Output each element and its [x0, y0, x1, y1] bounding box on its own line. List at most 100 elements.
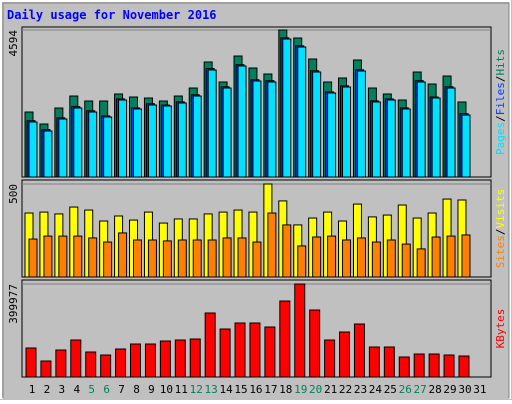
bar	[73, 107, 83, 178]
bar	[222, 87, 232, 178]
bar	[446, 235, 456, 278]
x-tick-label: 24	[369, 383, 383, 396]
bar	[461, 234, 471, 278]
bar	[339, 331, 351, 378]
bar	[267, 81, 277, 178]
x-tick-label: 2	[44, 383, 51, 396]
x-tick-label: 17	[264, 383, 277, 396]
bar	[144, 343, 156, 378]
bar	[342, 239, 352, 278]
legend: Pages/Files/Hits	[494, 49, 507, 155]
bar	[446, 87, 456, 178]
bar	[222, 237, 232, 278]
bar	[130, 343, 142, 378]
bar	[189, 338, 201, 378]
bar	[327, 92, 337, 178]
legend-entry: Sites	[494, 235, 507, 268]
bar	[342, 86, 352, 178]
x-tick-label: 28	[428, 383, 441, 396]
legend: Sites/Visits	[494, 189, 507, 269]
x-tick-label: 13	[205, 383, 218, 396]
bar	[282, 38, 292, 178]
bar	[383, 346, 395, 378]
bar	[237, 237, 247, 278]
bar	[159, 340, 171, 378]
bar	[162, 240, 172, 278]
x-tick-label: 22	[339, 383, 352, 396]
legend-entry: Visits	[494, 189, 507, 229]
legend-separator: /	[494, 229, 507, 236]
bar	[458, 355, 470, 378]
bar	[416, 81, 426, 178]
bar	[249, 322, 261, 378]
x-tick-label: 1	[29, 383, 36, 396]
bar	[461, 114, 471, 178]
bar	[219, 328, 231, 378]
bar	[252, 241, 262, 278]
legend-separator: /	[494, 76, 507, 83]
x-tick-label: 3	[59, 383, 66, 396]
bar	[115, 348, 127, 378]
bar	[428, 353, 440, 378]
bar	[85, 351, 97, 378]
y-tick-label: 500	[7, 184, 20, 204]
legend-separator: /	[494, 115, 507, 122]
bar	[324, 339, 336, 378]
bar	[70, 339, 82, 378]
x-tick-label: 12	[190, 383, 203, 396]
bar	[416, 248, 426, 278]
bar	[43, 130, 53, 178]
x-tick-label: 11	[175, 383, 188, 396]
bar	[282, 224, 292, 278]
legend: KBytes	[494, 309, 507, 349]
bar	[413, 353, 425, 378]
bar	[398, 356, 410, 378]
x-tick-label: 30	[458, 383, 471, 396]
x-tick-label: 21	[324, 383, 337, 396]
bar	[174, 339, 186, 378]
bar	[252, 80, 262, 178]
bar	[297, 245, 307, 278]
x-tick-label: 29	[443, 383, 456, 396]
bar	[118, 99, 128, 178]
bar	[103, 116, 113, 178]
bar	[100, 354, 112, 378]
bar	[368, 346, 380, 378]
y-tick-label: 4594	[7, 30, 20, 57]
x-tick-label: 27	[414, 383, 427, 396]
bar	[133, 239, 143, 278]
x-tick-label: 7	[118, 383, 125, 396]
bar	[312, 236, 322, 278]
bar	[371, 101, 381, 178]
bar	[294, 283, 306, 378]
x-tick-label: 18	[279, 383, 292, 396]
bar	[401, 108, 411, 178]
bar	[177, 102, 187, 178]
x-tick-label: 19	[294, 383, 307, 396]
x-tick-label: 9	[148, 383, 155, 396]
chart-title: Daily usage for November 2016	[7, 8, 217, 22]
bar	[192, 239, 202, 278]
bar	[147, 239, 157, 278]
bar	[28, 121, 38, 178]
bar	[28, 238, 38, 278]
x-tick-label: 20	[309, 383, 322, 396]
bar	[356, 237, 366, 278]
bar	[312, 71, 322, 178]
bar	[401, 243, 411, 278]
bar	[267, 212, 277, 278]
x-tick-label: 25	[384, 383, 397, 396]
bar	[443, 354, 455, 378]
x-tick-label: 5	[88, 383, 95, 396]
x-tick-label: 14	[219, 383, 233, 396]
bar	[25, 347, 37, 378]
y-tick-label: 399977	[7, 284, 20, 324]
bar	[431, 236, 441, 278]
bar	[353, 323, 365, 378]
legend-entry: Hits	[494, 49, 507, 76]
bar	[431, 97, 441, 178]
bar	[103, 241, 113, 278]
bar	[88, 237, 98, 278]
bar	[234, 322, 246, 378]
